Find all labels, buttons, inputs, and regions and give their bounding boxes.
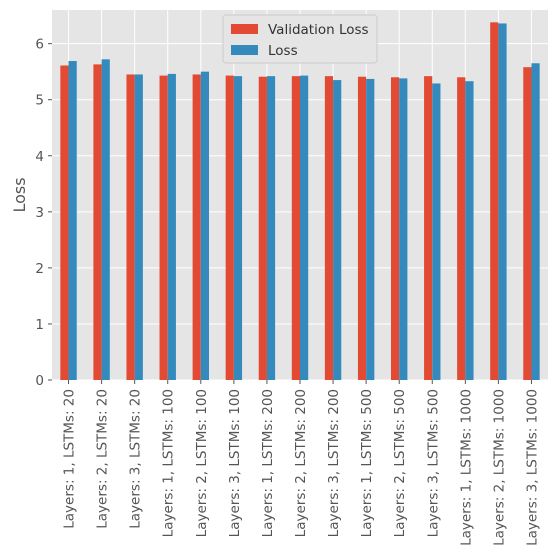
bars: [60, 22, 540, 381]
bar-validation-loss: [357, 76, 367, 380]
bar-validation-loss: [126, 74, 135, 380]
bar-loss: [167, 73, 176, 380]
bar-loss: [200, 71, 209, 381]
bar-loss: [134, 74, 143, 380]
bar-loss: [333, 80, 342, 381]
legend-swatch: [231, 45, 258, 55]
x-tick-label: Layers: 2, LSTMs: 100: [194, 389, 210, 537]
bar-validation-loss: [291, 76, 300, 380]
legend-swatch: [231, 24, 258, 34]
x-tick-label: Layers: 2, LSTMs: 200: [293, 389, 309, 537]
bar-validation-loss: [258, 76, 267, 380]
x-tick-label: Layers: 2, LSTMs: 1000: [491, 389, 507, 546]
bar-validation-loss: [225, 75, 234, 380]
y-axis-label: Loss: [10, 177, 29, 212]
bar-loss: [432, 83, 441, 380]
x-tick-label: Layers: 1, LSTMs: 1000: [458, 389, 474, 546]
bar-validation-loss: [192, 74, 201, 380]
bar-loss: [399, 78, 408, 381]
bar-validation-loss: [60, 65, 69, 380]
bar-loss: [300, 75, 309, 380]
bar-loss: [233, 76, 243, 380]
bar-loss: [68, 61, 77, 381]
x-tick-label: Layers: 2, LSTMs: 500: [392, 389, 408, 537]
bar-validation-loss: [391, 77, 400, 380]
x-tick-label: Layers: 1, LSTMs: 500: [359, 389, 375, 537]
x-tick-label: Layers: 1, LSTMs: 100: [161, 389, 177, 537]
bar-validation-loss: [490, 22, 499, 380]
bar-validation-loss: [324, 76, 334, 380]
legend-label: Loss: [268, 43, 298, 59]
y-tick-label: 0: [35, 373, 44, 389]
x-tick-label: Layers: 2, LSTMs: 20: [95, 389, 111, 529]
y-axis-ticks: 0 1 2 3 4 5 6: [35, 37, 52, 389]
legend: Validation Loss Loss: [222, 14, 378, 64]
x-tick-label: Layers: 1, LSTMs: 20: [62, 389, 78, 529]
x-axis-ticks: Layers: 1, LSTMs: 20 Layers: 2, LSTMs: 20…: [62, 380, 540, 546]
bar-validation-loss: [424, 76, 433, 380]
legend-box: [222, 14, 378, 64]
y-tick-label: 5: [35, 93, 44, 109]
x-tick-label: Layers: 3, LSTMs: 100: [227, 389, 243, 537]
bar-loss: [266, 76, 276, 380]
y-tick-label: 6: [35, 37, 44, 53]
bar-validation-loss: [457, 77, 466, 380]
y-tick-label: 2: [35, 261, 44, 277]
legend-label: Validation Loss: [268, 22, 369, 38]
bar-loss: [531, 63, 540, 381]
x-tick-label: Layers: 3, LSTMs: 1000: [524, 389, 540, 546]
bar-loss: [498, 23, 507, 380]
bar-loss: [465, 81, 474, 381]
y-tick-label: 1: [35, 317, 44, 333]
y-tick-label: 4: [35, 149, 44, 165]
y-tick-label: 3: [35, 205, 44, 221]
bar-validation-loss: [159, 75, 168, 380]
bar-validation-loss: [523, 67, 532, 380]
x-tick-label: Layers: 3, LSTMs: 500: [425, 389, 441, 537]
x-tick-label: Layers: 3, LSTMs: 20: [128, 389, 144, 529]
bar-loss: [101, 59, 110, 380]
x-tick-label: Layers: 1, LSTMs: 200: [260, 389, 276, 537]
bar-validation-loss: [93, 64, 102, 380]
x-tick-label: Layers: 3, LSTMs: 200: [326, 389, 342, 537]
bar-loss: [366, 78, 375, 381]
